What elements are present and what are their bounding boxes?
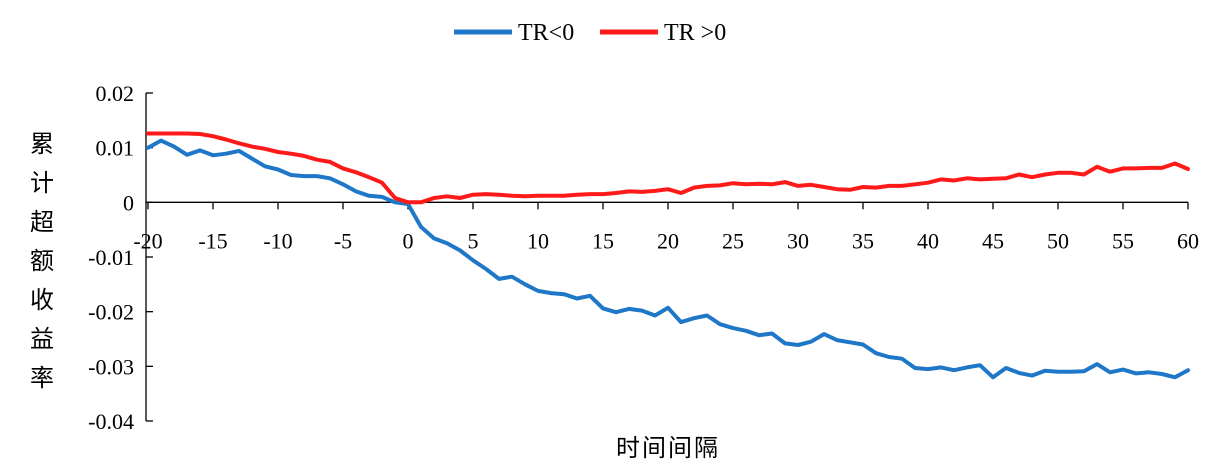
x-tick-label: 50 xyxy=(1047,228,1069,253)
legend-label-tr-pos0: TR >0 xyxy=(664,20,726,46)
y-tick-label: -0.03 xyxy=(88,354,134,379)
x-tick-label: 30 xyxy=(787,228,809,253)
x-tick-label: 60 xyxy=(1177,228,1199,253)
y-axis-label-char: 累 xyxy=(30,132,54,158)
series-line-tr-pos0 xyxy=(146,131,1190,205)
x-tick-label: 40 xyxy=(917,228,939,253)
y-axis-label-char: 计 xyxy=(30,170,54,197)
x-tick-label: -20 xyxy=(133,228,162,253)
x-tick-label: 55 xyxy=(1112,228,1134,253)
x-axis-label: 时间间隔 xyxy=(616,435,720,462)
x-axis: -20 -15 -10 -5 0 5 10 15 20 25 30 35 40 45 50 55 60 xyxy=(133,201,1199,253)
x-tick-label: -10 xyxy=(263,228,292,253)
x-tick-label: 45 xyxy=(982,228,1004,253)
series-layer xyxy=(146,131,1190,380)
x-tick-label: 15 xyxy=(592,228,614,253)
x-tick-label: 10 xyxy=(527,228,549,253)
y-tick-label: -0.02 xyxy=(88,300,134,325)
x-tick-label: 5 xyxy=(468,228,479,253)
x-tick-label: 0 xyxy=(403,228,414,253)
x-tick-label: -15 xyxy=(198,228,227,253)
y-tick-label: -0.04 xyxy=(88,409,134,434)
y-axis-label-char: 超 xyxy=(30,209,54,236)
x-tick-label: -5 xyxy=(334,228,352,253)
y-axis-label-char: 益 xyxy=(30,326,54,353)
y-tick-label: 0.01 xyxy=(96,136,135,161)
legend-label-tr-neg0: TR<0 xyxy=(518,20,574,46)
y-axis-label-char: 率 xyxy=(30,365,54,392)
y-axis-label-char: 收 xyxy=(30,287,54,314)
y-tick-label: 0 xyxy=(123,190,134,215)
legend: TR<0 TR >0 xyxy=(454,20,726,46)
x-tick-label: 25 xyxy=(722,228,744,253)
y-tick-label: -0.01 xyxy=(88,245,134,270)
x-tick-label: 20 xyxy=(657,228,679,253)
series-line-tr-neg0 xyxy=(146,138,1190,380)
x-tick-label: 35 xyxy=(852,228,874,253)
y-axis: 0.02 0.01 0 -0.01 -0.02 -0.03 -0.04 xyxy=(88,81,153,434)
y-axis-label-char: 额 xyxy=(30,248,54,275)
y-tick-label: 0.02 xyxy=(96,81,135,106)
